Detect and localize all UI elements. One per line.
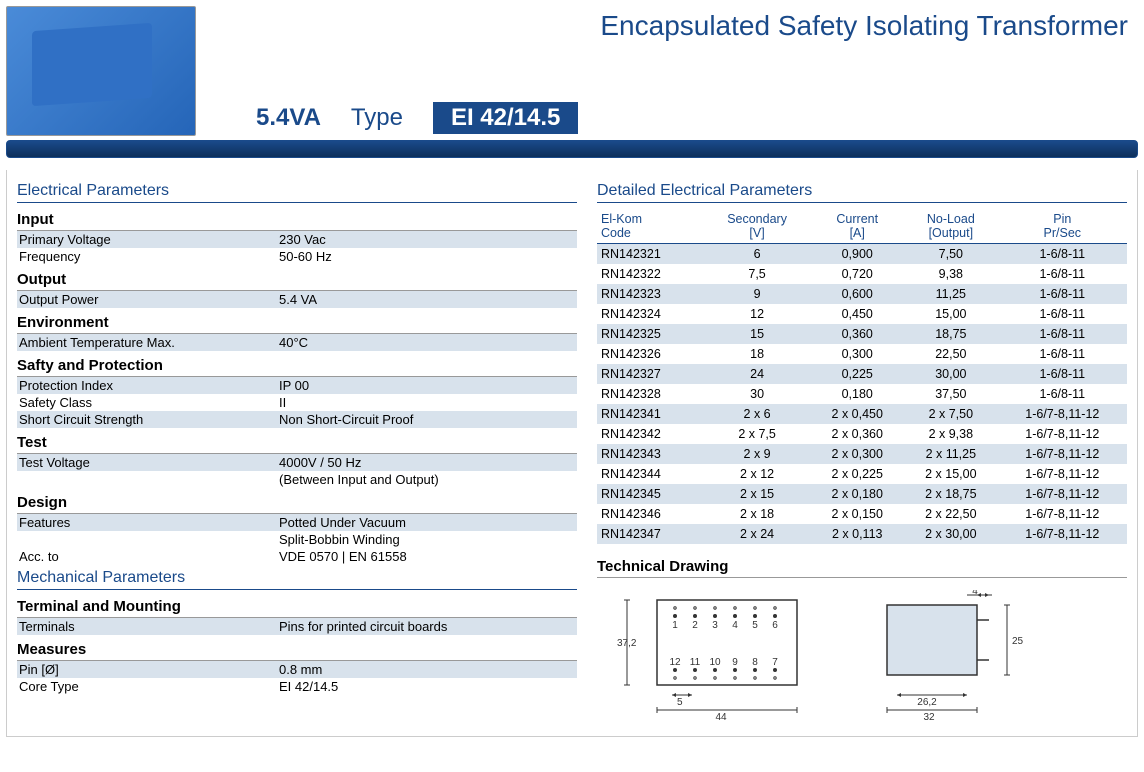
environment-heading: Environment [17,312,577,334]
test-table: Test Voltage4000V / 50 Hz (Between Input… [17,454,577,488]
table-row: Output Power5.4 VA [17,291,577,308]
header-right: Encapsulated Safety Isolating Transforme… [206,6,1138,136]
svg-text:12: 12 [669,657,681,668]
svg-text:5: 5 [752,620,758,631]
measures-table: Pin [Ø]0.8 mm Core TypeEI 42/14.5 [17,661,577,695]
right-column: Detailed Electrical Parameters El-Kom Co… [597,178,1127,726]
table-row: Ambient Temperature Max.40°C [17,334,577,351]
input-heading: Input [17,209,577,231]
svg-text:9: 9 [732,657,738,668]
safety-table: Protection IndexIP 00 Safety ClassII Sho… [17,377,577,428]
svg-text:7: 7 [772,657,778,668]
page-title: Encapsulated Safety Isolating Transforme… [206,6,1138,42]
safety-heading: Safty and Protection [17,355,577,377]
svg-text:3: 3 [712,620,718,631]
drawing-top-view: 123456 121110987 37,2 44 5 [617,590,837,720]
output-heading: Output [17,269,577,291]
table-row: RN1423462 x 182 x 0,1502 x 22,501-6/7-8,… [597,504,1127,524]
dim-side-w: 32 [923,712,935,720]
dim-height: 37,2 [617,638,637,649]
table-row: Core TypeEI 42/14.5 [17,678,577,695]
dim-pin-spacing: 5 [677,697,683,708]
design-table: FeaturesPotted Under Vacuum Split-Bobbin… [17,514,577,565]
environment-table: Ambient Temperature Max.40°C [17,334,577,351]
terminal-heading: Terminal and Mounting [17,596,577,618]
table-row: FeaturesPotted Under Vacuum [17,514,577,531]
table-row: (Between Input and Output) [17,471,577,488]
svg-text:11: 11 [690,657,701,668]
detailed-parameters-title: Detailed Electrical Parameters [597,182,1127,203]
electrical-parameters-title: Electrical Parameters [17,182,577,203]
table-row: Split-Bobbin Winding [17,531,577,548]
type-badge: EI 42/14.5 [433,102,578,134]
table-row: RN14232390,60011,251-6/8-11 [597,284,1127,304]
mechanical-parameters-title: Mechanical Parameters [17,569,577,590]
table-row: RN1423442 x 122 x 0,2252 x 15,001-6/7-8,… [597,464,1127,484]
table-row: Test Voltage4000V / 50 Hz [17,454,577,471]
detail-header-row: El-Kom Code Secondary [V] Current [A] No… [597,209,1127,244]
table-row: Frequency50-60 Hz [17,248,577,265]
table-row: RN1423227,50,7209,381-6/8-11 [597,264,1127,284]
table-row: RN1423422 x 7,52 x 0,3602 x 9,381-6/7-8,… [597,424,1127,444]
table-row: RN142326180,30022,501-6/8-11 [597,344,1127,364]
technical-drawing-title: Technical Drawing [597,556,1127,578]
table-row: Pin [Ø]0.8 mm [17,661,577,678]
type-label: Type [351,104,403,132]
top-view-svg: 123456 121110987 37,2 44 5 [617,590,837,720]
content: Electrical Parameters Input Primary Volt… [6,170,1138,737]
terminal-table: TerminalsPins for printed circuit boards [17,618,577,635]
output-table: Output Power5.4 VA [17,291,577,308]
table-row: TerminalsPins for printed circuit boards [17,618,577,635]
svg-text:2: 2 [692,620,698,631]
dim-side-inner: 26,2 [917,697,937,708]
dim-side-top: 4 [972,590,978,597]
input-table: Primary Voltage230 Vac Frequency50-60 Hz [17,231,577,265]
side-view-svg: 25 4 26,2 32 [867,590,1037,720]
test-heading: Test [17,432,577,454]
col-code: El-Kom Code [597,209,704,244]
table-row: Primary Voltage230 Vac [17,231,577,248]
table-row: Safety ClassII [17,394,577,411]
table-row: Acc. toVDE 0570 | EN 61558 [17,548,577,565]
design-heading: Design [17,492,577,514]
col-secondary: Secondary [V] [704,209,811,244]
table-row: RN1423412 x 62 x 0,4502 x 7,501-6/7-8,11… [597,404,1127,424]
svg-text:6: 6 [772,620,778,631]
dim-width: 44 [715,712,727,720]
header: Encapsulated Safety Isolating Transforme… [6,6,1138,136]
measures-heading: Measures [17,639,577,661]
svg-text:10: 10 [709,657,721,668]
table-row: RN1423432 x 92 x 0,3002 x 11,251-6/7-8,1… [597,444,1127,464]
table-row: RN14232160,9007,501-6/8-11 [597,244,1127,265]
col-current: Current [A] [810,209,904,244]
type-row: 5.4VA Type EI 42/14.5 [206,102,1138,136]
table-row: RN142324120,45015,001-6/8-11 [597,304,1127,324]
table-row: RN142328300,18037,501-6/8-11 [597,384,1127,404]
table-row: RN1423472 x 242 x 0,1132 x 30,001-6/7-8,… [597,524,1127,544]
table-row: RN142327240,22530,001-6/8-11 [597,364,1127,384]
col-noload: No-Load [Output] [904,209,998,244]
product-image [6,6,196,136]
table-row: RN1423452 x 152 x 0,1802 x 18,751-6/7-8,… [597,484,1127,504]
svg-text:8: 8 [752,657,758,668]
left-column: Electrical Parameters Input Primary Volt… [17,178,577,726]
dim-side-h: 25 [1012,636,1024,647]
svg-text:4: 4 [732,620,738,631]
detail-table: El-Kom Code Secondary [V] Current [A] No… [597,209,1127,544]
col-pin: Pin Pr/Sec [998,209,1127,244]
table-row: RN142325150,36018,751-6/8-11 [597,324,1127,344]
power-rating: 5.4VA [256,104,321,132]
divider-bar [6,140,1138,158]
svg-text:1: 1 [672,620,678,631]
drawing-side-view: 25 4 26,2 32 [867,590,1037,720]
table-row: Protection IndexIP 00 [17,377,577,394]
table-row: Short Circuit StrengthNon Short-Circuit … [17,411,577,428]
technical-drawing: 123456 121110987 37,2 44 5 [597,584,1127,726]
